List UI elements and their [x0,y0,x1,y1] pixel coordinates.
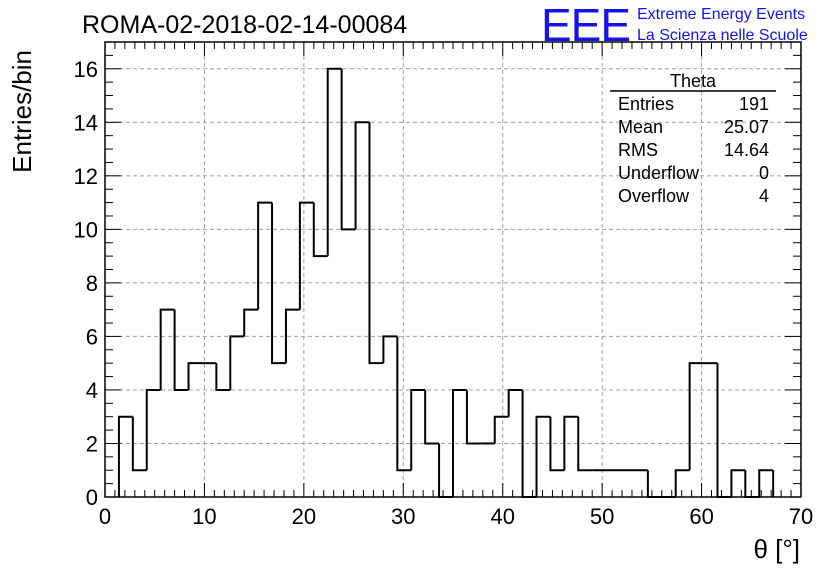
y-axis-label: Entries/bin [7,50,37,173]
x-tick-label: 60 [689,504,713,529]
y-tick-label: 10 [74,217,98,242]
x-tick-label: 70 [789,504,813,529]
histogram-bin [493,415,509,444]
histogram-bin [382,335,398,364]
x-tick-label: 20 [292,504,316,529]
y-tick-label: 0 [86,485,98,510]
histogram-bin [284,308,300,364]
y-tick-label: 6 [86,324,98,349]
histogram-bin [173,309,189,391]
histogram-bin [438,443,453,498]
y-tick-label: 2 [86,431,98,456]
histogram-bin [368,122,384,365]
histogram-bin [452,388,467,497]
x-tick-label: 0 [99,504,111,529]
logo-mark: EEE [541,0,630,51]
histogram-bin [159,308,175,390]
stats-value: 14.64 [724,140,769,160]
stats-value: 191 [739,94,769,114]
histogram-bin [271,202,286,365]
histogram-bin [298,201,314,310]
histogram-bin [730,469,746,497]
histogram-bin [187,362,203,390]
stats-value: 4 [759,186,769,206]
histogram-bin [410,388,426,471]
histogram-bin [646,470,662,498]
eee-logo: EEE Extreme Energy Events La Scienza nel… [541,0,808,51]
histogram-bin [465,389,481,445]
stats-label: Entries [618,94,674,114]
x-tick-label: 50 [590,504,614,529]
histogram-bin [117,415,133,497]
histogram-bin [131,416,147,472]
histogram-bin [354,121,370,230]
histogram-bin [424,389,440,445]
y-tick-label: 16 [74,57,98,82]
stats-value: 25.07 [724,117,769,137]
y-tick-label: 4 [86,378,98,403]
histogram-bin [312,202,328,258]
histogram-bin [688,362,704,471]
chart-title: ROMA-02-2018-02-14-00084 [82,11,407,39]
histogram-bin [396,336,412,472]
stats-box: Theta Entries 191 Mean 25.07 RMS 14.64 Underfl… [610,71,776,206]
histogram-bin [229,335,245,390]
axis-ticks [104,41,802,498]
histogram-bin [744,470,760,498]
y-tick-label: 14 [74,110,98,135]
histogram-bin [535,415,551,497]
histogram-bin [758,469,774,497]
histogram-bin [674,469,690,497]
x-tick-label: 40 [490,504,514,529]
histogram-bin [340,68,356,231]
x-tick-label: 10 [192,504,216,529]
histogram-bin [577,416,593,472]
stats-title: Theta [670,71,717,91]
y-tick-label: 8 [86,271,98,296]
logo-line-2: La Scienza nelle Scuole [637,27,808,44]
histogram-bin [326,67,342,257]
histogram-bin [716,363,732,498]
histogram-bin [215,363,231,391]
stats-value: 0 [759,163,769,183]
histogram-bin [563,415,579,471]
stats-label: Overflow [618,186,690,206]
histogram-bin [243,308,259,337]
histogram-bin [507,388,523,417]
x-tick-label: 30 [391,504,415,529]
stats-label: RMS [618,140,658,160]
stats-label: Underflow [618,163,700,183]
y-tick-label: 12 [74,164,98,189]
histogram-bin [257,201,273,310]
logo-line-1: Extreme Energy Events [637,6,805,23]
histogram-bin [549,416,565,472]
x-axis-label: θ [°] [753,534,800,564]
histogram-bin [145,388,161,471]
stats-label: Mean [618,117,663,137]
